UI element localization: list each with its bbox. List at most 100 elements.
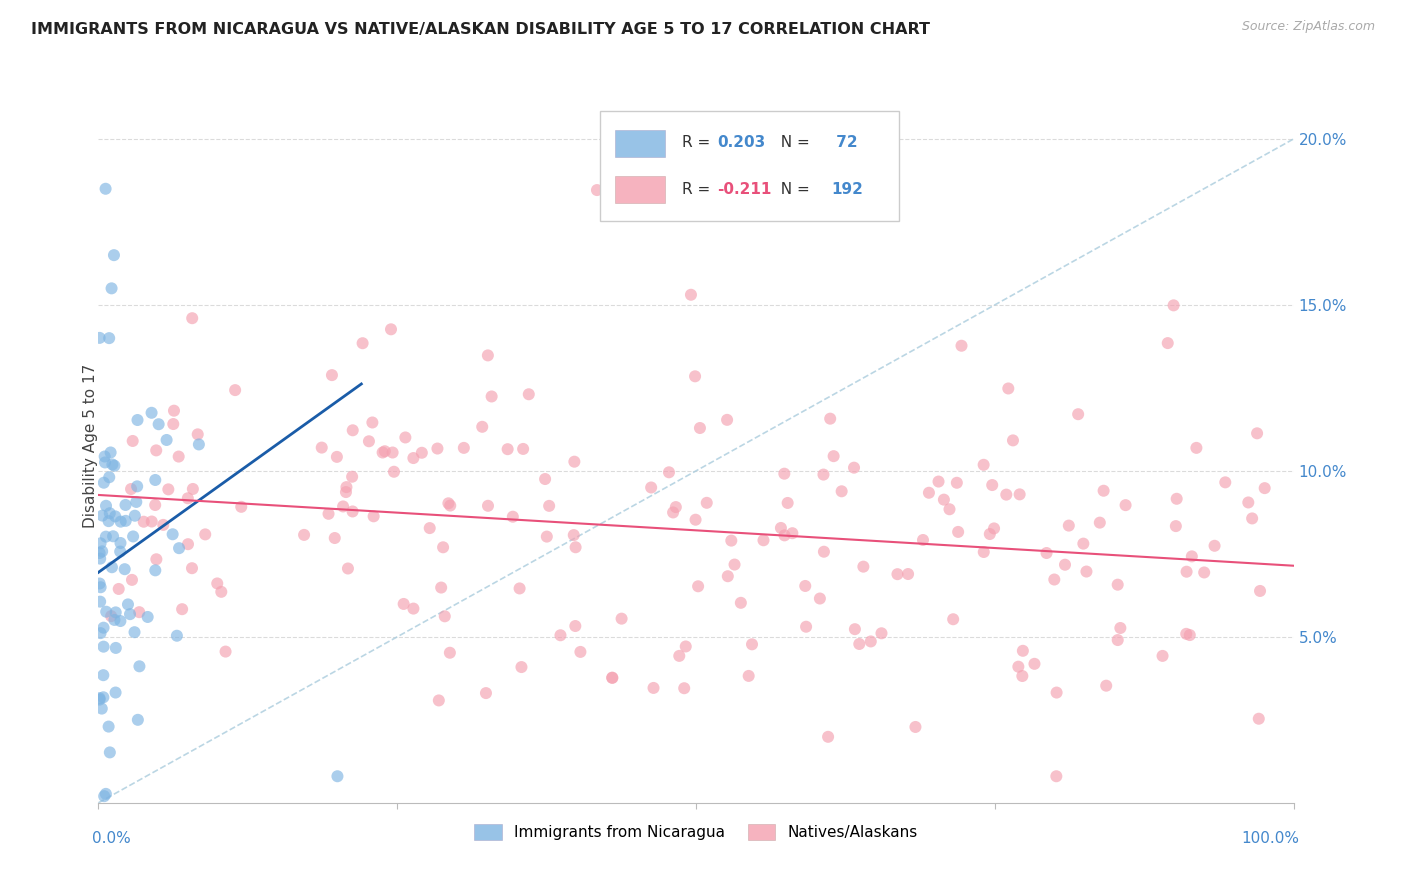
Point <box>98 470 121 484</box>
Point <box>481 389 503 403</box>
Point <box>433 609 456 624</box>
Point <box>361 416 384 430</box>
Point <box>439 646 461 660</box>
Point <box>90 536 112 550</box>
Point <box>536 530 558 544</box>
Point <box>89 576 111 591</box>
Point <box>509 582 531 596</box>
Point <box>98 331 121 345</box>
Point <box>1107 577 1129 591</box>
Point <box>769 521 792 535</box>
Point <box>336 561 359 575</box>
Point <box>120 482 142 496</box>
Point <box>100 609 122 624</box>
Point <box>997 382 1019 396</box>
Point <box>426 442 449 456</box>
Point <box>1157 336 1180 351</box>
Point <box>121 434 143 448</box>
Point <box>1181 549 1204 564</box>
Point <box>342 504 364 518</box>
Point <box>886 567 908 582</box>
Point <box>897 567 920 582</box>
Point <box>352 336 374 351</box>
Point <box>292 528 315 542</box>
Point <box>1185 441 1208 455</box>
Point <box>98 506 121 520</box>
Text: Source: ZipAtlas.com: Source: ZipAtlas.com <box>1241 20 1375 33</box>
Point <box>1043 573 1066 587</box>
Point <box>103 458 125 473</box>
Point <box>517 387 540 401</box>
Legend: Immigrants from Nicaragua, Natives/Alaskans: Immigrants from Nicaragua, Natives/Alask… <box>468 818 924 847</box>
Point <box>475 686 498 700</box>
Point <box>981 478 1004 492</box>
Point <box>1178 628 1201 642</box>
Text: 100.0%: 100.0% <box>1241 831 1299 847</box>
Point <box>214 644 236 658</box>
Point <box>808 591 831 606</box>
Point <box>94 455 117 469</box>
Point <box>600 671 623 685</box>
Point <box>564 541 586 555</box>
Point <box>1011 669 1033 683</box>
Point <box>1237 495 1260 509</box>
Y-axis label: Disability Age 5 to 17: Disability Age 5 to 17 <box>83 364 97 528</box>
Point <box>127 479 149 493</box>
Point <box>737 669 759 683</box>
Point <box>143 473 166 487</box>
Point <box>973 458 995 472</box>
Point <box>773 528 796 542</box>
Point <box>380 322 402 336</box>
Point <box>946 475 969 490</box>
Point <box>665 500 688 514</box>
Point <box>90 701 112 715</box>
Point <box>569 645 592 659</box>
Point <box>94 530 117 544</box>
Point <box>1107 633 1129 648</box>
Point <box>794 620 817 634</box>
Point <box>231 500 253 514</box>
Point <box>363 509 385 524</box>
Point <box>1213 475 1236 490</box>
Point <box>432 541 454 555</box>
Point <box>453 441 475 455</box>
Point <box>177 491 200 506</box>
Point <box>143 498 166 512</box>
Point <box>101 560 124 574</box>
Point <box>181 482 204 496</box>
Point <box>93 789 115 804</box>
Point <box>90 580 112 594</box>
Point <box>1253 481 1275 495</box>
Point <box>181 561 204 575</box>
Point <box>918 485 941 500</box>
Point <box>683 369 706 384</box>
Point <box>1001 434 1024 448</box>
Point <box>689 421 711 435</box>
Text: R =: R = <box>682 136 714 150</box>
Point <box>110 614 132 628</box>
Point <box>512 442 534 456</box>
Point <box>89 594 111 608</box>
Point <box>1241 511 1264 525</box>
Point <box>187 437 209 451</box>
Point <box>128 605 150 619</box>
Point <box>673 681 696 696</box>
Point <box>94 182 117 196</box>
Point <box>93 621 115 635</box>
Text: IMMIGRANTS FROM NICARAGUA VS NATIVE/ALASKAN DISABILITY AGE 5 TO 17 CORRELATION C: IMMIGRANTS FROM NICARAGUA VS NATIVE/ALAS… <box>31 22 929 37</box>
Point <box>181 311 204 326</box>
Point <box>89 546 111 560</box>
Point <box>842 460 865 475</box>
Point <box>439 499 461 513</box>
Point <box>104 685 127 699</box>
Point <box>471 419 494 434</box>
Point <box>101 529 124 543</box>
Point <box>93 450 115 464</box>
Point <box>1076 565 1098 579</box>
Point <box>107 582 129 596</box>
Point <box>564 455 586 469</box>
Point <box>1192 566 1215 580</box>
FancyBboxPatch shape <box>600 111 900 221</box>
Point <box>831 484 853 499</box>
Point <box>823 449 845 463</box>
